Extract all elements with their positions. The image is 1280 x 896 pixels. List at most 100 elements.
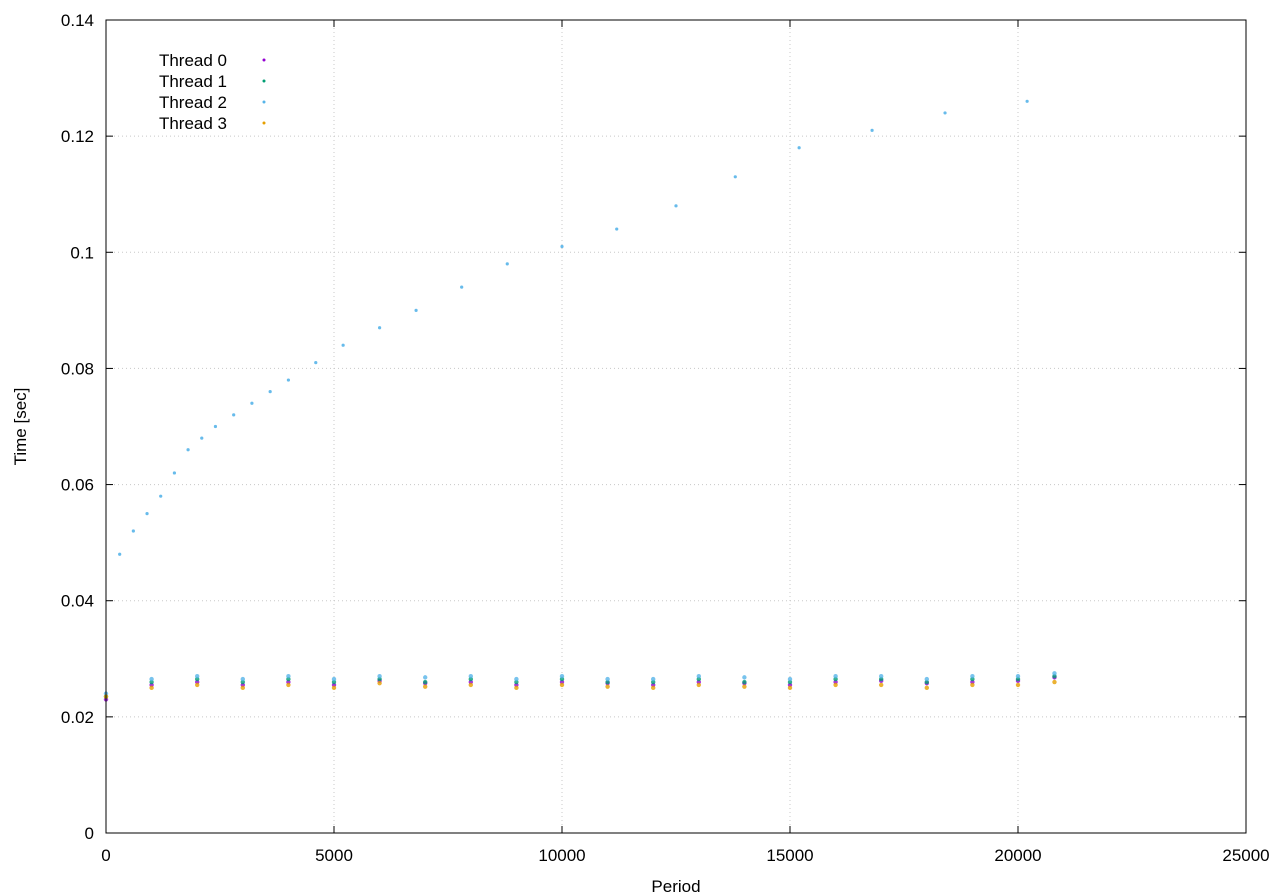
outlier-point xyxy=(797,146,801,150)
outlier-point xyxy=(943,111,947,115)
point-thread-3 xyxy=(149,685,154,691)
point-thread-3 xyxy=(879,682,884,688)
x-tick-label: 20000 xyxy=(994,846,1041,865)
point-thread-2 xyxy=(195,674,200,679)
x-tick-label: 0 xyxy=(101,846,110,865)
outlier-point xyxy=(1025,99,1029,103)
point-thread-3 xyxy=(605,684,610,689)
y-tick-label: 0 xyxy=(85,824,94,843)
outlier-point xyxy=(250,401,254,405)
legend-label-thread-3: Thread 3 xyxy=(159,114,227,133)
outlier-point xyxy=(505,262,509,266)
outlier-point xyxy=(733,175,737,179)
point-thread-2 xyxy=(149,676,154,682)
outlier-point xyxy=(131,529,135,533)
point-thread-2 xyxy=(1015,674,1021,679)
outlier-point xyxy=(186,448,190,452)
legend-marker-thread-2 xyxy=(262,100,266,104)
legend-marker-thread-3 xyxy=(262,121,266,125)
x-tick-label: 25000 xyxy=(1222,846,1269,865)
outlier-point xyxy=(268,390,272,394)
axis-ticks: 0 5000 10000 15000 20000 25000 0 0.02 0.04 0.06 0.… xyxy=(61,11,1270,865)
y-axis-title: Time [sec] xyxy=(11,388,30,466)
outlier-point xyxy=(674,204,678,208)
point-thread-2 xyxy=(423,675,428,680)
y-tick-label: 0.06 xyxy=(61,476,94,495)
y-tick-label: 0.08 xyxy=(61,359,94,378)
x-tick-label: 15000 xyxy=(766,846,813,865)
point-thread-2 xyxy=(468,674,473,679)
outlier-point xyxy=(118,552,122,556)
legend-label-thread-2: Thread 2 xyxy=(159,93,227,112)
point-thread-2 xyxy=(742,675,747,680)
point-thread-3 xyxy=(924,685,929,691)
point-thread-3 xyxy=(559,682,565,688)
y-tick-label: 0.02 xyxy=(61,708,94,727)
point-thread-2 xyxy=(924,676,929,682)
point-thread-2 xyxy=(605,676,610,682)
outlier-point xyxy=(341,343,345,347)
point-thread-3 xyxy=(787,685,793,691)
legend-marker-thread-1 xyxy=(262,79,266,83)
point-thread-2 xyxy=(879,674,884,679)
point-thread-2 xyxy=(696,674,701,679)
point-thread-2 xyxy=(377,674,382,679)
outlier-point xyxy=(414,308,418,312)
point-thread-3 xyxy=(377,680,382,686)
outlier-point xyxy=(286,378,290,382)
y-tick-label: 0.1 xyxy=(70,243,94,262)
point-thread-3 xyxy=(195,682,200,688)
plot-frame xyxy=(105,19,1247,834)
outlier-point xyxy=(314,361,318,365)
point-thread-2 xyxy=(559,674,565,679)
point-thread-3 xyxy=(696,682,701,688)
point-thread-3 xyxy=(1015,682,1021,688)
legend: Thread 0 Thread 1 Thread 2 Thread 3 xyxy=(159,51,266,133)
point-thread-2 xyxy=(514,676,519,682)
point-thread-2 xyxy=(331,676,337,682)
outlier-point xyxy=(560,244,564,249)
point-thread-2 xyxy=(833,674,838,679)
x-tick-label: 10000 xyxy=(538,846,585,865)
point-thread-1 xyxy=(423,679,428,685)
point-thread-2 xyxy=(1052,671,1057,676)
point-thread-3 xyxy=(331,685,337,691)
point-thread-2 xyxy=(787,676,793,682)
y-tick-label: 0.14 xyxy=(61,11,94,30)
point-thread-3 xyxy=(286,682,291,688)
point-thread-3 xyxy=(514,685,519,691)
legend-label-thread-0: Thread 0 xyxy=(159,51,227,70)
point-thread-2 xyxy=(651,676,656,682)
outlier-point xyxy=(378,326,382,330)
outlier-point xyxy=(213,424,218,429)
point-thread-3 xyxy=(833,682,838,688)
outlier-point xyxy=(615,227,619,231)
point-thread-2 xyxy=(240,676,245,682)
point-thread-3 xyxy=(970,682,975,688)
outlier-point xyxy=(232,413,236,417)
y-tick-label: 0.04 xyxy=(61,592,94,611)
outlier-point xyxy=(145,512,149,516)
data-points xyxy=(103,99,1057,702)
point-thread-2 xyxy=(286,674,291,679)
point-thread-1 xyxy=(742,679,747,685)
x-axis-title: Period xyxy=(651,877,700,896)
outlier-point xyxy=(200,436,204,440)
point-thread-3 xyxy=(651,685,656,691)
x-tick-label: 5000 xyxy=(315,846,353,865)
y-tick-label: 0.12 xyxy=(61,127,94,146)
point-thread-3 xyxy=(742,684,747,689)
point-thread-3 xyxy=(423,684,428,689)
point-thread-3 xyxy=(468,682,473,688)
outlier-point xyxy=(159,494,163,498)
outlier-point xyxy=(460,285,464,289)
outlier-point xyxy=(870,128,874,132)
point-thread-3 xyxy=(1052,679,1057,685)
legend-marker-thread-0 xyxy=(262,58,266,62)
point-thread-3 xyxy=(240,685,245,691)
point-thread-2 xyxy=(970,674,975,679)
legend-label-thread-1: Thread 1 xyxy=(159,72,227,91)
outlier-point xyxy=(172,471,176,475)
